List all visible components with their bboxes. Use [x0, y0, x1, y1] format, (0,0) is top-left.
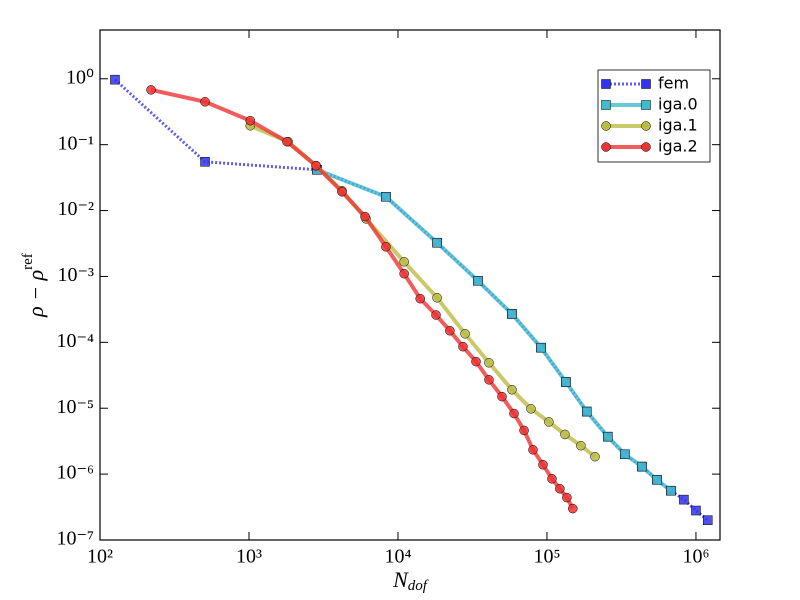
- marker: [519, 425, 529, 436]
- marker: [562, 492, 572, 503]
- marker: [603, 431, 613, 442]
- marker: [445, 325, 455, 336]
- y-tick-label: 10⁻⁷: [56, 528, 94, 550]
- marker: [245, 115, 256, 126]
- plot-area: [110, 74, 713, 525]
- marker: [110, 74, 120, 85]
- x-tick-label: 10²: [87, 546, 113, 568]
- marker: [458, 341, 468, 352]
- marker: [652, 475, 662, 485]
- marker: [601, 121, 611, 131]
- marker: [484, 375, 494, 385]
- marker: [679, 494, 689, 505]
- marker: [381, 242, 391, 252]
- marker: [507, 384, 517, 395]
- y-tick-label: 10⁻⁶: [56, 462, 94, 484]
- y-label-main: ρ − ρ: [23, 270, 48, 318]
- marker: [703, 515, 713, 525]
- marker: [360, 211, 370, 222]
- marker: [641, 121, 651, 131]
- marker: [282, 136, 292, 147]
- marker: [399, 257, 409, 267]
- marker: [601, 100, 611, 110]
- legend: fem iga.0 iga.1 iga.2: [597, 69, 711, 163]
- x-tick-label: 10⁴: [384, 546, 411, 568]
- marker: [641, 142, 651, 152]
- marker: [432, 237, 442, 248]
- y-tick-label: 10⁻⁵: [56, 396, 94, 418]
- y-tick-label: 10⁰: [66, 66, 94, 88]
- legend-label: iga.1: [658, 116, 698, 135]
- x-tick-label: 10⁵: [533, 546, 560, 568]
- marker: [146, 85, 156, 95]
- marker: [641, 100, 651, 110]
- marker: [484, 357, 494, 368]
- y-tick-label: 10⁻¹: [57, 132, 94, 154]
- marker: [561, 377, 571, 387]
- marker: [473, 276, 483, 286]
- y-axis-label: ρ − ρref: [20, 253, 48, 318]
- marker: [200, 97, 210, 107]
- x-tick-label: 10⁶: [682, 546, 709, 568]
- marker: [637, 461, 647, 472]
- marker: [381, 192, 391, 202]
- marker: [528, 445, 538, 455]
- marker: [590, 451, 600, 462]
- axes-frame: [99, 29, 721, 541]
- marker: [555, 483, 565, 494]
- marker: [576, 440, 586, 451]
- marker: [337, 186, 347, 197]
- y-tick-label: 10⁻²: [57, 198, 94, 220]
- marker: [641, 79, 651, 89]
- x-tick-label: 10³: [236, 546, 262, 568]
- marker: [399, 268, 409, 279]
- marker: [431, 310, 441, 320]
- marker: [538, 459, 548, 470]
- x-axis-label: Ndof: [392, 567, 429, 594]
- marker: [526, 404, 536, 414]
- marker: [536, 342, 546, 353]
- marker: [544, 417, 554, 427]
- legend-label: iga.2: [658, 137, 698, 156]
- legend-label: fem: [658, 74, 689, 93]
- marker: [460, 328, 470, 339]
- marker: [560, 429, 570, 440]
- marker: [509, 408, 519, 419]
- marker: [432, 292, 442, 303]
- marker: [620, 449, 630, 460]
- marker: [311, 160, 321, 171]
- marker: [691, 505, 701, 516]
- marker: [582, 406, 592, 417]
- marker: [415, 293, 425, 304]
- marker: [601, 142, 611, 152]
- x-label-main: N: [392, 567, 409, 592]
- y-tick-label: 10⁻⁴: [56, 330, 94, 352]
- marker: [666, 485, 676, 496]
- y-label-sup: ref: [20, 253, 36, 270]
- marker: [568, 503, 578, 514]
- marker: [471, 356, 481, 367]
- y-tick-label: 10⁻³: [57, 264, 94, 286]
- legend-label: iga.0: [658, 95, 698, 114]
- marker: [601, 79, 611, 89]
- x-label-sub: dof: [408, 578, 429, 594]
- marker: [200, 157, 210, 167]
- marker: [497, 391, 507, 402]
- marker: [547, 474, 557, 484]
- marker: [507, 309, 517, 319]
